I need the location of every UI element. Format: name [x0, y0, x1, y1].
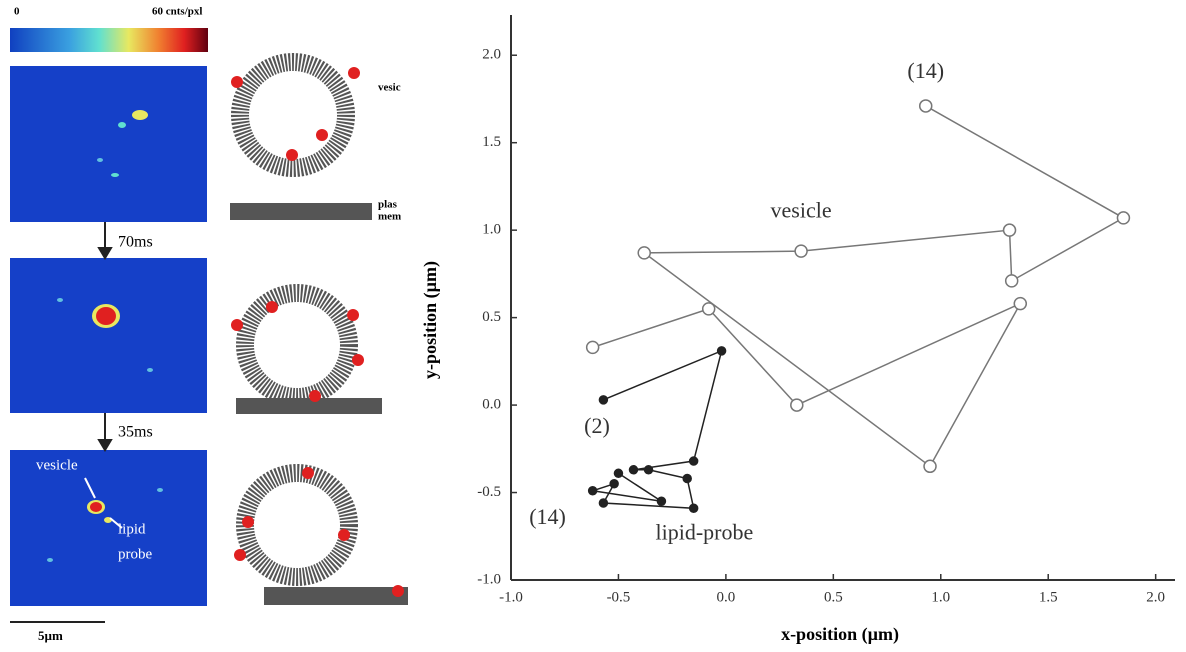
step-label: 70ms — [118, 234, 153, 251]
track-point — [638, 247, 650, 259]
scale-min: 0 — [14, 6, 20, 18]
y-tick-label: -0.5 — [477, 484, 501, 500]
y-tick-label: 2.0 — [482, 47, 501, 63]
x-tick-label: 1.5 — [1039, 589, 1058, 605]
y-tick-label: 1.5 — [482, 134, 501, 150]
track-point — [614, 469, 622, 477]
y-tick-label: 1.0 — [482, 222, 501, 238]
track-point — [791, 399, 803, 411]
track-point — [920, 100, 932, 112]
step-label: 35ms — [118, 424, 153, 441]
track-point — [587, 341, 599, 353]
track-point — [690, 504, 698, 512]
track-point — [1014, 298, 1026, 310]
track-point — [599, 499, 607, 507]
y-tick-label: 0.5 — [482, 309, 501, 325]
vesicle-label: vesicle — [36, 457, 78, 473]
diagrams — [230, 62, 408, 605]
track-point — [1006, 275, 1018, 287]
annotation: (2) — [584, 413, 610, 438]
track-point — [610, 480, 618, 488]
track-point — [795, 245, 807, 257]
x-tick-label: -1.0 — [499, 589, 523, 605]
probe-label: lipid — [118, 521, 146, 537]
annotation: (14) — [529, 504, 566, 529]
x-axis-title: x-position (µm) — [781, 624, 899, 645]
y-axis-title: y-position (µm) — [420, 261, 441, 379]
diagram-label: mem — [378, 211, 401, 223]
annotation: (14) — [907, 58, 944, 83]
track-point — [1004, 224, 1016, 236]
x-tick-label: 1.0 — [931, 589, 950, 605]
track-point — [629, 466, 637, 474]
scale-max: 60 cnts/pxl — [152, 6, 202, 18]
y-tick-label: -1.0 — [477, 571, 501, 587]
track-line — [593, 106, 1124, 466]
track-point — [683, 475, 691, 483]
track-point — [645, 466, 653, 474]
track-point — [718, 347, 726, 355]
track-point — [1117, 212, 1129, 224]
y-tick-label: 0.0 — [482, 397, 501, 413]
annotation: lipid-probe — [656, 520, 754, 545]
probe-label: probe — [118, 546, 152, 562]
track-point — [657, 497, 665, 505]
x-tick-label: -0.5 — [607, 589, 631, 605]
track-point — [924, 460, 936, 472]
diagram-label: plas — [378, 199, 398, 211]
x-tick-label: 0.5 — [824, 589, 843, 605]
scale-bar-label: 5µm — [38, 628, 63, 643]
micrographs — [10, 66, 207, 606]
track-point — [589, 487, 597, 495]
x-tick-label: 2.0 — [1146, 589, 1165, 605]
track-point — [703, 303, 715, 315]
colorbar — [10, 28, 208, 52]
diagram-label: vesic — [378, 82, 401, 94]
figure: 0 60 cnts/pxl 70ms 35ms vesicle lipid pr… — [0, 0, 1186, 652]
track-point — [599, 396, 607, 404]
annotation: vesicle — [771, 198, 832, 223]
x-tick-label: 0.0 — [717, 589, 736, 605]
track-point — [690, 457, 698, 465]
